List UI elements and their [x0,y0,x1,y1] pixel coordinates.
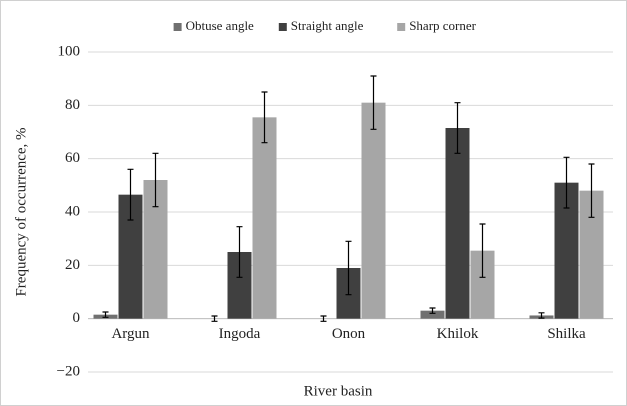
legend-label: Sharp corner [409,18,476,33]
y-tick-label: 0 [73,310,81,326]
error-bar [479,223,486,278]
bar [445,128,470,319]
y-tick-label: 100 [58,43,81,59]
bar [252,117,277,319]
error-bar [102,311,109,318]
error-bar [345,240,352,296]
x-axis-label: River basin [304,383,373,399]
bar [420,310,445,319]
error-bar [320,315,327,322]
error-bar [211,315,218,322]
legend-label: Obtuse angle [186,18,254,33]
y-tick-label: 80 [65,97,80,113]
y-axis-label: Frequency of occurrence, % [13,127,29,296]
x-tick-label: Argun [111,326,150,342]
bar [361,102,386,319]
error-bar [236,226,243,278]
legend-label: Straight angle [291,18,364,33]
error-bar [588,163,595,218]
error-bar [538,312,545,319]
error-bar [429,307,436,314]
x-tick-label: Shilka [547,326,586,342]
y-tick-label: 20 [65,257,80,273]
x-tick-label: Khilok [437,326,479,342]
x-tick-label: Ingoda [219,326,261,342]
y-tick-label: 60 [65,150,80,166]
y-tick-label: −20 [57,363,80,379]
legend-swatch [397,23,406,31]
error-bar [261,91,268,144]
y-tick-label: 40 [65,203,80,219]
legend-swatch [173,23,182,31]
error-bar [127,168,134,221]
error-bar [563,156,570,209]
error-bar [152,152,159,208]
legend-swatch [278,23,287,31]
error-bar [454,102,461,154]
error-bar [370,75,377,130]
x-tick-label: Onon [332,326,366,342]
